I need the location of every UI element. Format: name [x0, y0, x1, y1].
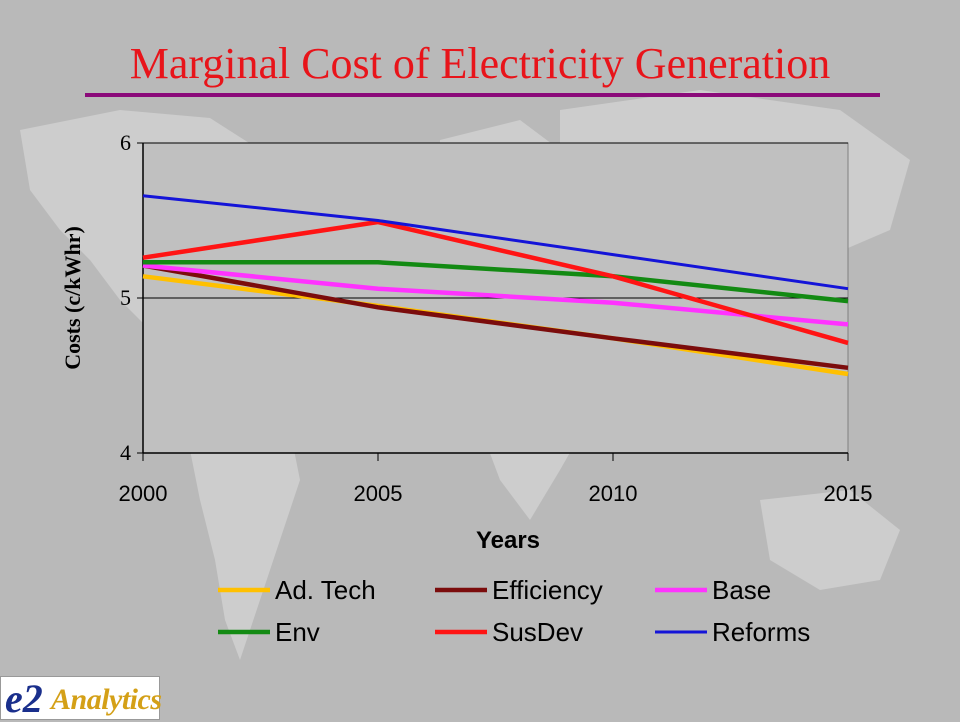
y-tick-labels: 4 5 6 [120, 130, 131, 465]
series-line-efficiency [142, 263, 849, 371]
legend-label-efficiency: Efficiency [492, 575, 603, 605]
logo-mark: e2 [5, 676, 43, 721]
company-logo: e2 Analytics [0, 676, 162, 721]
x-tick-labels: 2000 2005 2010 2015 [119, 481, 873, 506]
logo-name: Analytics [51, 683, 162, 716]
y-tick-label: 6 [120, 130, 131, 155]
axes [137, 142, 849, 461]
line-chart: 4 5 6 2000 2005 2010 2015 Costs (c/kWhr) Year… [60, 130, 873, 647]
x-tick-label: 2000 [119, 481, 168, 506]
south-america-shape [190, 395, 300, 660]
legend-label-susdev: SusDev [492, 617, 583, 647]
legend-label-base: Base [712, 575, 771, 605]
series-lines [142, 194, 849, 377]
y-tick-label: 5 [120, 285, 131, 310]
legend-label-ad-tech: Ad. Tech [275, 575, 376, 605]
series-line-env [143, 260, 849, 304]
series-line-susdev [142, 219, 849, 346]
legend-label-env: Env [275, 617, 320, 647]
legend: Ad. Tech Efficiency Base Env SusDev Reforms [218, 575, 810, 647]
x-tick-label: 2010 [589, 481, 638, 506]
y-axis-label: Costs (c/kWhr) [60, 226, 85, 370]
x-tick-label: 2015 [824, 481, 873, 506]
series-line-base [142, 263, 849, 327]
legend-label-reforms: Reforms [712, 617, 810, 647]
x-axis-label: Years [476, 527, 540, 554]
x-tick-label: 2005 [354, 481, 403, 506]
australia-shape [760, 490, 900, 590]
slide-title: Marginal Cost of Electricity Generation [129, 39, 831, 88]
title-underline [85, 93, 880, 97]
series-line-reforms [142, 194, 849, 291]
y-tick-label: 4 [120, 440, 131, 465]
